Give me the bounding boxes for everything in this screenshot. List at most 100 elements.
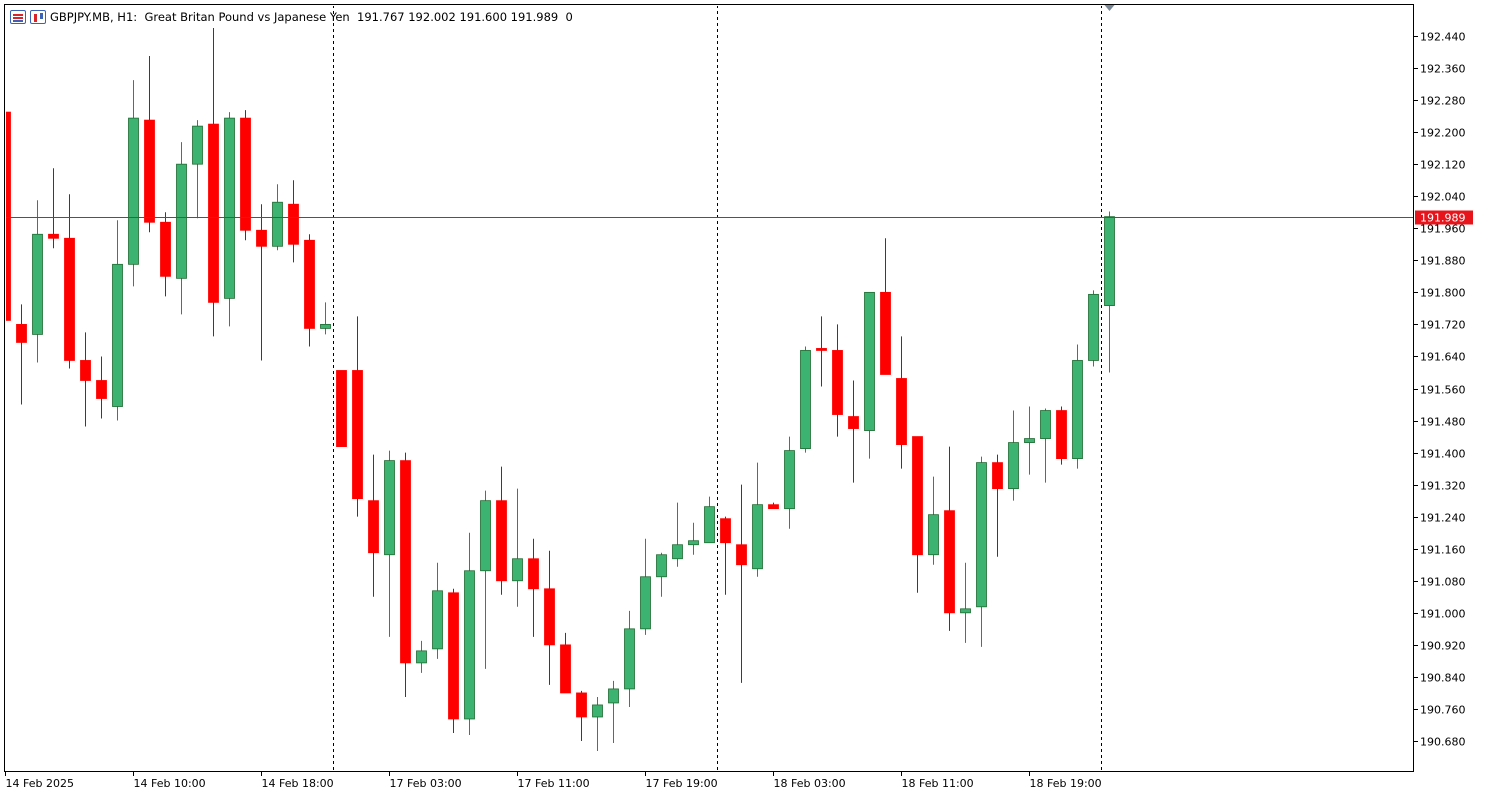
bear-candle <box>528 558 539 590</box>
y-tick-label: 190.840 <box>1420 672 1466 685</box>
bear-candle <box>64 237 75 361</box>
current-price-label: 191.989 <box>1420 212 1466 225</box>
bear-candle <box>400 460 411 664</box>
bear-candle <box>6 111 11 321</box>
y-tick-label: 191.000 <box>1420 608 1466 621</box>
y-tick-label: 191.800 <box>1420 287 1466 300</box>
bear-candle <box>144 119 155 223</box>
bull-candle <box>176 163 187 279</box>
bull-candle <box>384 460 395 556</box>
x-tick-label: 14 Feb 2025 <box>6 777 74 790</box>
bull-candle <box>624 628 635 690</box>
x-tick-label: 14 Feb 18:00 <box>262 777 334 790</box>
bull-candle <box>672 544 683 560</box>
bull-candle <box>1088 293 1099 361</box>
bear-candle <box>992 462 1003 490</box>
bear-candle <box>256 229 267 247</box>
bull-candle <box>592 704 603 718</box>
bull-candle <box>784 450 795 510</box>
bull-candle <box>128 117 139 265</box>
bear-candle <box>288 203 299 245</box>
bull-candle <box>224 117 235 299</box>
bull-candle <box>1072 360 1083 459</box>
symbol-name: GBPJPY.MB <box>50 10 110 24</box>
y-tick-label: 192.360 <box>1420 63 1466 76</box>
bull-candle <box>480 500 491 572</box>
bull-candle <box>112 263 123 407</box>
y-tick-label: 191.080 <box>1420 576 1466 589</box>
bull-candle <box>608 688 619 704</box>
y-tick-label: 191.240 <box>1420 512 1466 525</box>
volume-value: 0 <box>565 10 573 24</box>
bull-candle <box>1024 438 1035 443</box>
x-tick-label: 17 Feb 11:00 <box>518 777 590 790</box>
symbol-list-icon[interactable] <box>10 10 26 24</box>
bull-candle <box>656 554 667 578</box>
bull-candle <box>320 324 331 329</box>
bull-candle <box>192 125 203 165</box>
bear-candle <box>304 239 315 329</box>
bear-candle <box>848 416 859 429</box>
y-tick-label: 191.640 <box>1420 351 1466 364</box>
bull-candle <box>32 233 43 335</box>
y-tick-label: 190.680 <box>1420 736 1466 749</box>
last-bar-marker-icon <box>1104 5 1115 11</box>
bear-candle <box>352 370 363 500</box>
plot-area <box>6 6 1413 771</box>
bull-candle <box>976 462 987 608</box>
bull-candle <box>464 570 475 720</box>
bull-candle <box>752 504 763 570</box>
bear-candle <box>896 378 907 445</box>
chart-frame[interactable] <box>4 4 1414 772</box>
symbol-description: Great Britan Pound vs Japanese Yen <box>144 10 350 24</box>
y-tick-label: 191.160 <box>1420 544 1466 557</box>
bear-candle <box>48 233 59 239</box>
bull-candle <box>688 540 699 546</box>
bear-candle <box>768 504 779 510</box>
y-tick-label: 191.720 <box>1420 319 1466 332</box>
x-tick-label: 14 Feb 10:00 <box>134 777 206 790</box>
bear-candle <box>880 291 891 375</box>
bull-candle <box>416 650 427 664</box>
bear-candle <box>448 592 459 720</box>
bull-candle <box>1104 216 1115 306</box>
bear-candle <box>208 123 219 303</box>
y-tick-label: 190.760 <box>1420 704 1466 717</box>
bear-candle <box>16 324 27 343</box>
bull-candle <box>960 608 971 614</box>
x-tick-label: 17 Feb 19:00 <box>646 777 718 790</box>
bear-candle <box>576 692 587 718</box>
current-price-label-bg <box>1415 210 1473 225</box>
bull-candle <box>512 558 523 582</box>
y-tick-label: 191.400 <box>1420 448 1466 461</box>
x-tick-label: 18 Feb 19:00 <box>1030 777 1102 790</box>
bear-candle <box>544 588 555 646</box>
bull-candle <box>864 291 875 431</box>
x-tick-label: 18 Feb 11:00 <box>902 777 974 790</box>
bear-candle <box>720 518 731 544</box>
bear-candle <box>816 348 827 351</box>
bear-candle <box>912 436 923 556</box>
y-tick-label: 192.280 <box>1420 95 1466 108</box>
bear-candle <box>368 500 379 554</box>
y-tick-label: 191.560 <box>1420 384 1466 397</box>
bear-candle <box>160 221 171 277</box>
y-tick-label: 191.480 <box>1420 416 1466 429</box>
ohlc-values: 191.767 192.002 191.600 191.989 <box>357 10 559 24</box>
y-tick-label: 192.040 <box>1420 191 1466 204</box>
bear-candle <box>560 644 571 694</box>
symbol-info: GBPJPY.MB, H1: Great Britan Pound vs Jap… <box>50 10 573 24</box>
y-tick-label: 190.920 <box>1420 640 1466 653</box>
y-tick-label: 192.120 <box>1420 159 1466 172</box>
bear-candle <box>496 500 507 582</box>
bull-candle <box>640 576 651 630</box>
bull-candle <box>928 514 939 556</box>
bear-candle <box>336 370 347 447</box>
bull-candle <box>432 590 443 650</box>
bear-candle <box>944 510 955 614</box>
bear-candle <box>96 380 107 399</box>
y-tick-label: 192.440 <box>1420 31 1466 44</box>
chart-type-icon[interactable] <box>30 10 46 24</box>
x-tick-label: 17 Feb 03:00 <box>390 777 462 790</box>
